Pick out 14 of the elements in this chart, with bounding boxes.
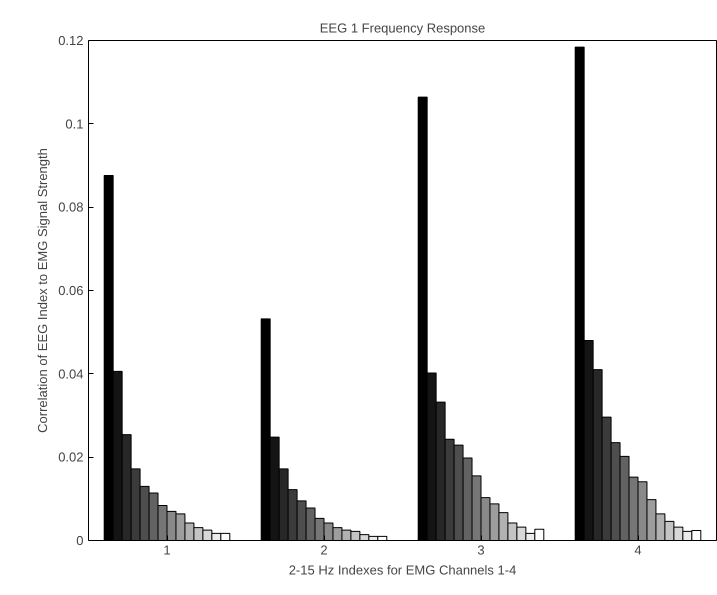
x-tick-label: 2 bbox=[320, 542, 328, 558]
y-tick-label: 0.04 bbox=[58, 366, 84, 382]
y-tick-label: 0 bbox=[76, 533, 84, 548]
y-tick-label: 0.12 bbox=[58, 33, 84, 48]
x-tick-label: 3 bbox=[477, 542, 485, 558]
y-tick-label: 0.02 bbox=[58, 450, 84, 465]
y-axis-title: Correlation of EEG Index to EMG Signal Strength bbox=[35, 148, 50, 433]
x-tick-label: 1 bbox=[163, 542, 171, 558]
x-tick-label: 4 bbox=[634, 542, 642, 558]
x-axis-title: 2-15 Hz Indexes for EMG Channels 1-4 bbox=[288, 562, 516, 578]
y-tick-label: 0.08 bbox=[58, 200, 84, 215]
chart-title: EEG 1 Frequency Response bbox=[320, 20, 486, 36]
y-tick-label: 0.06 bbox=[58, 283, 84, 298]
y-tick-label: 0.1 bbox=[65, 116, 84, 132]
